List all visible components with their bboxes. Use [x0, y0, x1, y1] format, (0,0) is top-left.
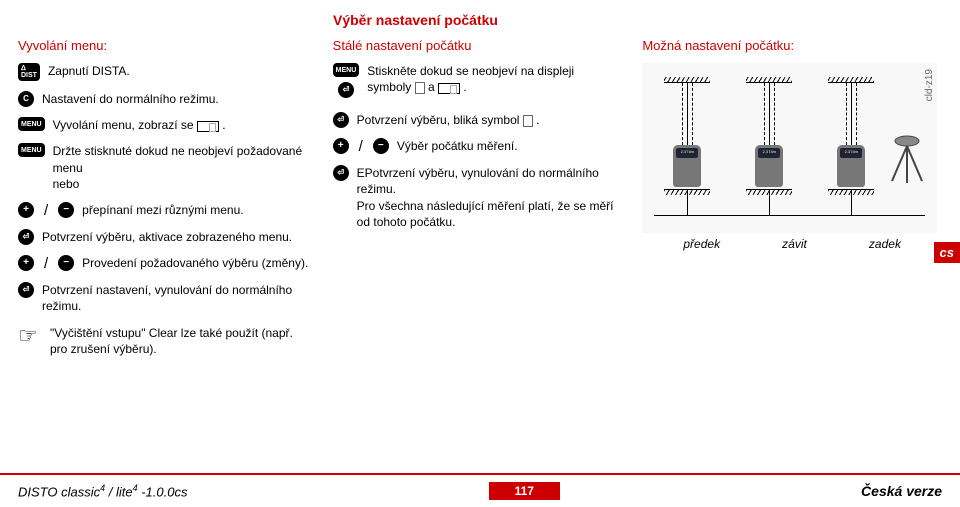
column-menu-invoke: Vyvolání menu: ᐃDIST Zapnutí DISTA. C Na… [18, 38, 313, 367]
label-thread: závit [782, 237, 807, 251]
plus-icon: + [18, 202, 34, 218]
list-item: Potvrzení výběru, bliká symbol . [357, 112, 623, 128]
list-item: Stiskněte dokud se neobjeví na displeji … [367, 63, 622, 95]
c-icon: C [18, 91, 34, 107]
page-title: Výběr nastavení počátku [333, 12, 942, 28]
minus-icon: − [58, 202, 74, 218]
enter-icon: ⏎ [18, 282, 34, 298]
enter-icon: ⏎ [338, 82, 354, 98]
page-footer: DISTO classic4 / lite4 -1.0.0cs 117 Česk… [0, 483, 960, 499]
text-fragment: symboly [367, 80, 414, 94]
display-box-icon [438, 83, 460, 94]
display-box-icon [197, 121, 219, 132]
label-back: zadek [869, 237, 901, 251]
hand-icon: ☞ [18, 325, 42, 347]
page-number: 117 [489, 482, 560, 500]
slash-icon: / [44, 202, 48, 219]
enter-icon: ⏎ [18, 229, 34, 245]
minus-icon: − [58, 255, 74, 271]
list-item: Nastavení do normálního režimu. [42, 91, 313, 107]
tripod-icon [882, 133, 932, 185]
plus-icon: + [333, 138, 349, 154]
column-possible-settings: Možná nastavení počátku: cld-z19 [642, 38, 942, 367]
ref-symbol-icon [415, 82, 425, 94]
footer-version: Česká verze [861, 483, 942, 499]
enter-icon: ⏎ [333, 165, 349, 181]
text-fragment: Stiskněte dokud se neobjeví na displeji [367, 64, 574, 78]
reference-diagram: cld-z19 [642, 63, 937, 233]
enter-icon: ⏎ [333, 112, 349, 128]
device-icon [755, 145, 783, 187]
col2-title: Stálé nastavení počátku [333, 38, 623, 53]
dist-icon: ᐃDIST [18, 63, 40, 81]
text-fragment: / lite [105, 484, 132, 499]
diagram-labels: předek závit zadek [642, 237, 942, 251]
ref-symbol-icon [523, 115, 533, 127]
minus-icon: − [373, 138, 389, 154]
diagram-code: cld-z19 [924, 69, 935, 101]
language-badge: cs [934, 242, 960, 263]
menu-icon: MENU [333, 63, 360, 77]
slash-icon: / [44, 255, 48, 272]
menu-icon: MENU [18, 143, 45, 157]
text-fragment: Potvrzení výběru, bliká symbol [357, 113, 523, 127]
slash-icon: / [359, 138, 363, 155]
list-item: Výběr počátku měření. [397, 138, 623, 154]
list-item: Provedení požadovaného výběru (změny). [82, 255, 313, 271]
column-fixed-setting: Stálé nastavení počátku MENU ⏎ Stiskněte… [333, 38, 623, 367]
list-item: EPotvrzení výběru, vynulování do normáln… [357, 165, 623, 230]
list-item: Potvrzení výběru, aktivace zobrazeného m… [42, 229, 313, 245]
text-fragment: Vyvolání menu, zobrazí se [53, 118, 197, 132]
col3-title: Možná nastavení počátku: [642, 38, 942, 53]
device-icon [837, 145, 865, 187]
footer-rule [0, 473, 960, 475]
text-fragment: a [428, 80, 438, 94]
col1-title: Vyvolání menu: [18, 38, 313, 53]
list-item: přepínaní mezi různými menu. [82, 202, 313, 218]
list-item: Potvrzení nastavení, vynulování do normá… [42, 282, 313, 314]
list-item: Vyvolání menu, zobrazí se . [53, 117, 313, 133]
list-item: Zapnutí DISTA. [48, 63, 313, 79]
plus-icon: + [18, 255, 34, 271]
device-icon [673, 145, 701, 187]
list-item: "Vyčištění vstupu" Clear lze také použít… [50, 325, 313, 357]
text-fragment: DISTO classic [18, 484, 100, 499]
label-front: předek [683, 237, 720, 251]
menu-icon: MENU [18, 117, 45, 131]
list-item: Držte stisknuté dokud ne neobjeví požado… [53, 143, 313, 192]
text-fragment: -1.0.0cs [138, 484, 188, 499]
footer-product: DISTO classic4 / lite4 -1.0.0cs [18, 483, 187, 499]
